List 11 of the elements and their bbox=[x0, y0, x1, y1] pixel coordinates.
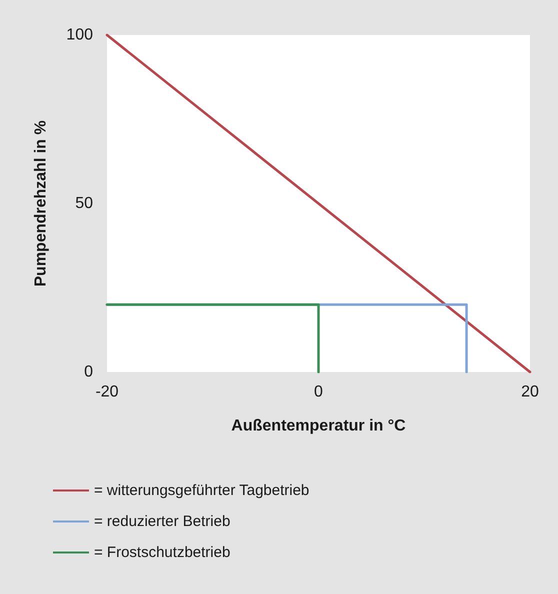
y-tick-label: 50 bbox=[75, 195, 94, 212]
x-axis-title: Außentemperatur in °C bbox=[231, 418, 406, 434]
x-tick-label: 0 bbox=[314, 384, 324, 400]
y-tick-label: 0 bbox=[84, 364, 94, 380]
x-tick-label: -20 bbox=[95, 384, 119, 400]
legend-label: = witterungsgeführter Tagbetrieb bbox=[94, 482, 310, 499]
x-tick-label: 20 bbox=[521, 384, 539, 400]
y-axis-title: Pumpendrehzahl in % bbox=[32, 120, 50, 287]
legend-label: = Frostschutzbetrieb bbox=[94, 544, 230, 561]
legend-label: = reduzierter Betrieb bbox=[94, 513, 230, 530]
y-tick-label: 100 bbox=[66, 26, 94, 44]
